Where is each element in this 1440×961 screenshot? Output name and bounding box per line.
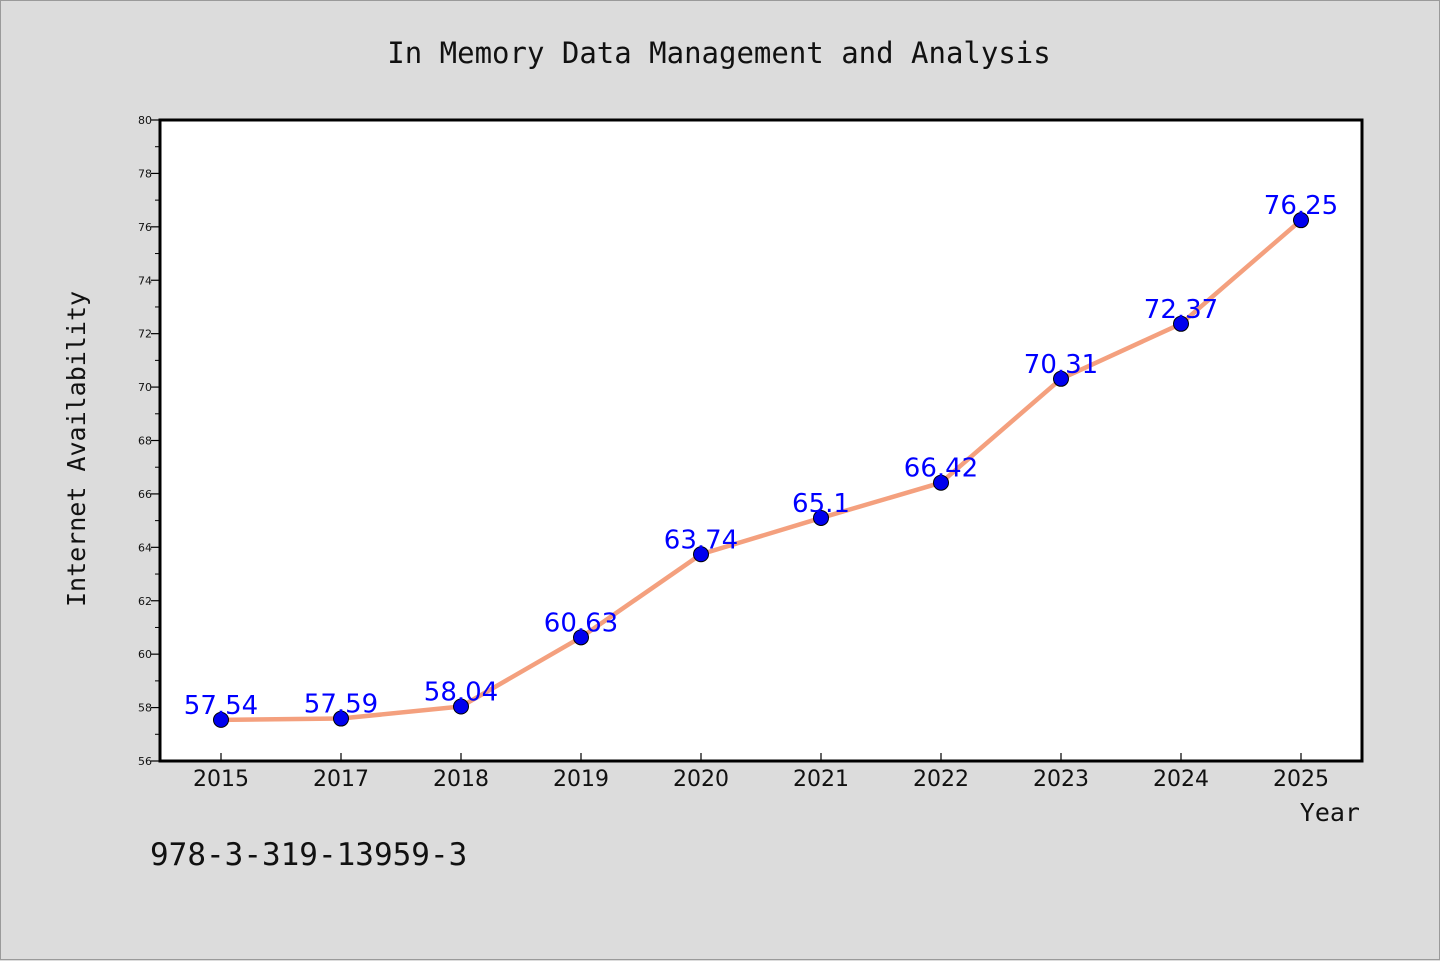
x-tick-label: 2021 (793, 767, 849, 792)
y-tick-label: 60 (138, 648, 152, 661)
isbn-text: 978-3-319-13959-3 (150, 837, 467, 873)
data-point (933, 474, 949, 491)
plot-area (160, 120, 1362, 761)
y-tick-label: 62 (138, 595, 152, 608)
data-point (213, 711, 229, 728)
y-tick-label: 66 (138, 488, 152, 501)
data-point (813, 509, 829, 526)
series-line (218, 217, 1304, 723)
x-tick-label: 2019 (553, 767, 609, 792)
data-point (1293, 212, 1309, 229)
y-tick-label: 76 (138, 221, 152, 234)
x-axis-label: Year (1300, 798, 1360, 827)
x-tick-label: 2023 (1033, 767, 1089, 792)
x-tick-label: 2020 (673, 767, 729, 792)
data-label: 72.37 (1144, 295, 1218, 325)
y-tick-label: 74 (138, 274, 152, 287)
series-line-group (218, 217, 1304, 723)
y-tick-label: 64 (138, 541, 152, 554)
x-tick-label: 2018 (433, 767, 489, 792)
plot-frame (158, 118, 1364, 763)
x-axis: 2015 2017 2018 2019 2020 2021 2022 2023 2024 2025 (193, 753, 1329, 792)
data-label: 57.59 (304, 690, 378, 720)
y-tick-label: 56 (138, 755, 152, 768)
data-label: 70.31 (1024, 350, 1098, 380)
y-tick-label: 68 (138, 435, 152, 448)
data-point (1053, 370, 1069, 387)
data-labels-group: 57.54 57.59 58.04 60.63 63.74 65.1 66.42 70.31 7… (184, 191, 1338, 721)
y-tick-label: 78 (138, 167, 152, 180)
data-point (693, 546, 709, 563)
y-tick-label: 72 (138, 328, 152, 341)
data-points-group (213, 212, 1309, 728)
data-label: 60.63 (544, 608, 618, 638)
x-tick-label: 2025 (1273, 767, 1329, 792)
x-tick-label: 2024 (1153, 767, 1209, 792)
data-label: 57.54 (184, 691, 258, 721)
y-tick-label: 80 (138, 114, 152, 127)
data-label: 76.25 (1264, 191, 1338, 221)
data-point (573, 629, 589, 646)
y-tick-label: 70 (138, 381, 152, 394)
y-axis-label: Internet Availability (62, 291, 91, 607)
data-point (453, 698, 469, 715)
x-tick-label: 2022 (913, 767, 969, 792)
data-point (1173, 315, 1189, 332)
data-label: 65.1 (792, 489, 850, 519)
data-label: 66.42 (904, 454, 978, 484)
chart-title: In Memory Data Management and Analysis (387, 36, 1050, 70)
y-axis: 56 58 60 62 64 66 68 70 72 74 76 78 80 (138, 114, 160, 768)
x-tick-label: 2017 (313, 767, 369, 792)
data-point (333, 710, 349, 727)
data-label: 63.74 (664, 525, 738, 555)
data-label: 58.04 (424, 678, 498, 708)
y-tick-label: 58 (138, 702, 152, 715)
x-tick-label: 2015 (193, 767, 249, 792)
